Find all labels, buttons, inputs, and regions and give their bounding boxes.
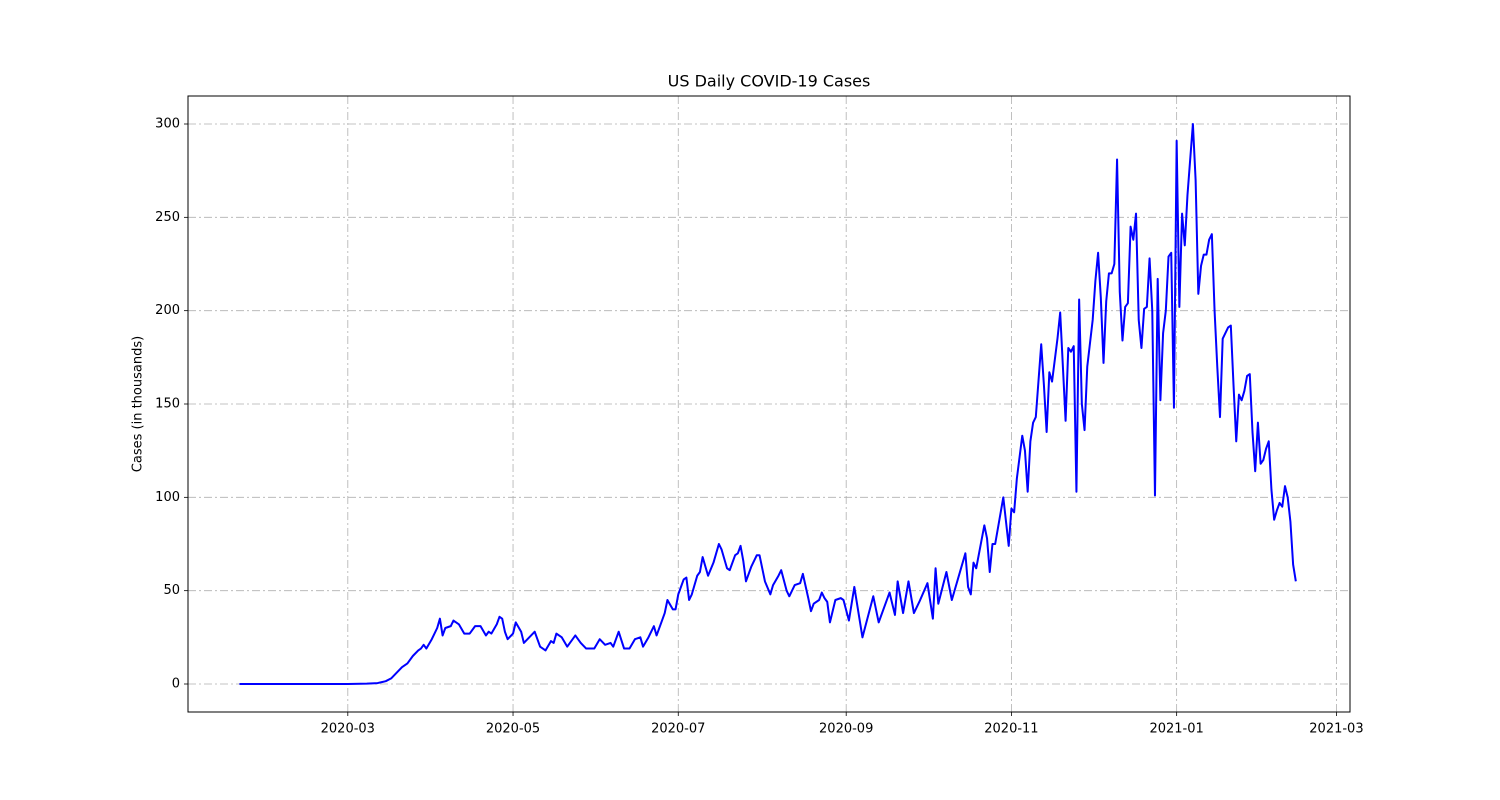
- x-tick-label: 2021-03: [1309, 722, 1363, 737]
- x-tick-label: 2020-09: [819, 722, 873, 737]
- x-tick-label: 2021-01: [1149, 722, 1203, 737]
- y-tick-label: 150: [155, 397, 180, 412]
- y-tick-label: 250: [155, 210, 180, 225]
- data-line: [239, 123, 1297, 685]
- x-tick-label: 2020-05: [486, 722, 540, 737]
- y-tick-label: 100: [155, 490, 180, 505]
- chart-title: US Daily COVID-19 Cases: [668, 72, 871, 91]
- axes-frame: [187, 95, 1351, 713]
- y-axis-label: Cases (in thousands): [131, 336, 146, 472]
- x-tick-label: 2020-11: [984, 722, 1038, 737]
- y-tick-label: 50: [163, 583, 180, 598]
- plot-area: 0 50 100 150 200 250 300 2020-03 2020-05 2020-07 2…: [155, 96, 1364, 737]
- y-tick-label: 200: [155, 303, 180, 318]
- x-tick-label: 2020-07: [651, 722, 705, 737]
- x-tick-label: 2020-03: [321, 722, 375, 737]
- y-tick-label: 300: [155, 117, 180, 132]
- y-tick-label: 0: [172, 677, 180, 692]
